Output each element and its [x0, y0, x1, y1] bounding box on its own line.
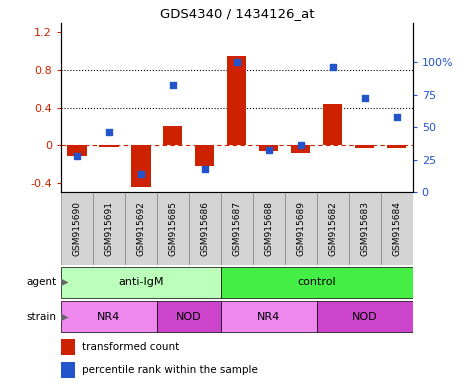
- Text: GSM915683: GSM915683: [360, 201, 369, 256]
- Bar: [99, 145, 119, 147]
- Bar: [68, 145, 87, 156]
- Text: percentile rank within the sample: percentile rank within the sample: [82, 364, 258, 374]
- Bar: [61, 192, 93, 265]
- Bar: [61, 362, 75, 378]
- Bar: [221, 267, 413, 298]
- Point: [201, 166, 209, 172]
- Text: GSM915682: GSM915682: [328, 201, 337, 256]
- Point: [233, 59, 241, 65]
- Point: [169, 82, 177, 88]
- Text: NR4: NR4: [97, 312, 121, 322]
- Bar: [93, 192, 125, 265]
- Bar: [61, 301, 157, 332]
- Bar: [157, 301, 221, 332]
- Bar: [323, 104, 342, 145]
- Bar: [259, 145, 279, 151]
- Bar: [163, 126, 182, 145]
- Bar: [189, 192, 221, 265]
- Point: [361, 95, 369, 101]
- Text: GSM915690: GSM915690: [72, 201, 82, 256]
- Point: [329, 64, 337, 70]
- Bar: [381, 192, 413, 265]
- Point: [393, 114, 401, 120]
- Bar: [195, 145, 214, 166]
- Bar: [355, 145, 374, 148]
- Bar: [317, 192, 349, 265]
- Text: NOD: NOD: [352, 312, 378, 322]
- Bar: [227, 56, 246, 145]
- Bar: [221, 301, 317, 332]
- Point: [297, 142, 304, 148]
- Text: GSM915689: GSM915689: [296, 201, 305, 256]
- Text: GSM915687: GSM915687: [232, 201, 242, 256]
- Text: GSM915685: GSM915685: [168, 201, 177, 256]
- Text: NOD: NOD: [176, 312, 202, 322]
- Point: [105, 129, 113, 135]
- Text: strain: strain: [26, 312, 56, 322]
- Bar: [253, 192, 285, 265]
- Point: [265, 147, 272, 154]
- Bar: [157, 192, 189, 265]
- Text: agent: agent: [26, 277, 56, 287]
- Bar: [125, 192, 157, 265]
- Bar: [131, 145, 151, 187]
- Bar: [61, 339, 75, 355]
- Text: GSM915692: GSM915692: [136, 201, 145, 256]
- Text: ▶: ▶: [61, 277, 68, 287]
- Bar: [285, 192, 317, 265]
- Bar: [221, 192, 253, 265]
- Text: GSM915691: GSM915691: [105, 201, 113, 256]
- Text: ▶: ▶: [61, 312, 68, 322]
- Bar: [349, 192, 381, 265]
- Bar: [387, 145, 406, 148]
- Text: GSM915684: GSM915684: [392, 201, 401, 256]
- Text: GSM915688: GSM915688: [265, 201, 273, 256]
- Text: GSM915686: GSM915686: [200, 201, 209, 256]
- Text: anti-IgM: anti-IgM: [118, 277, 164, 287]
- Point: [73, 152, 81, 159]
- Text: transformed count: transformed count: [82, 341, 179, 351]
- Text: NR4: NR4: [257, 312, 280, 322]
- Point: [137, 171, 144, 177]
- Bar: [317, 301, 413, 332]
- Bar: [291, 145, 310, 152]
- Title: GDS4340 / 1434126_at: GDS4340 / 1434126_at: [159, 7, 314, 20]
- Bar: [61, 267, 221, 298]
- Text: control: control: [297, 277, 336, 287]
